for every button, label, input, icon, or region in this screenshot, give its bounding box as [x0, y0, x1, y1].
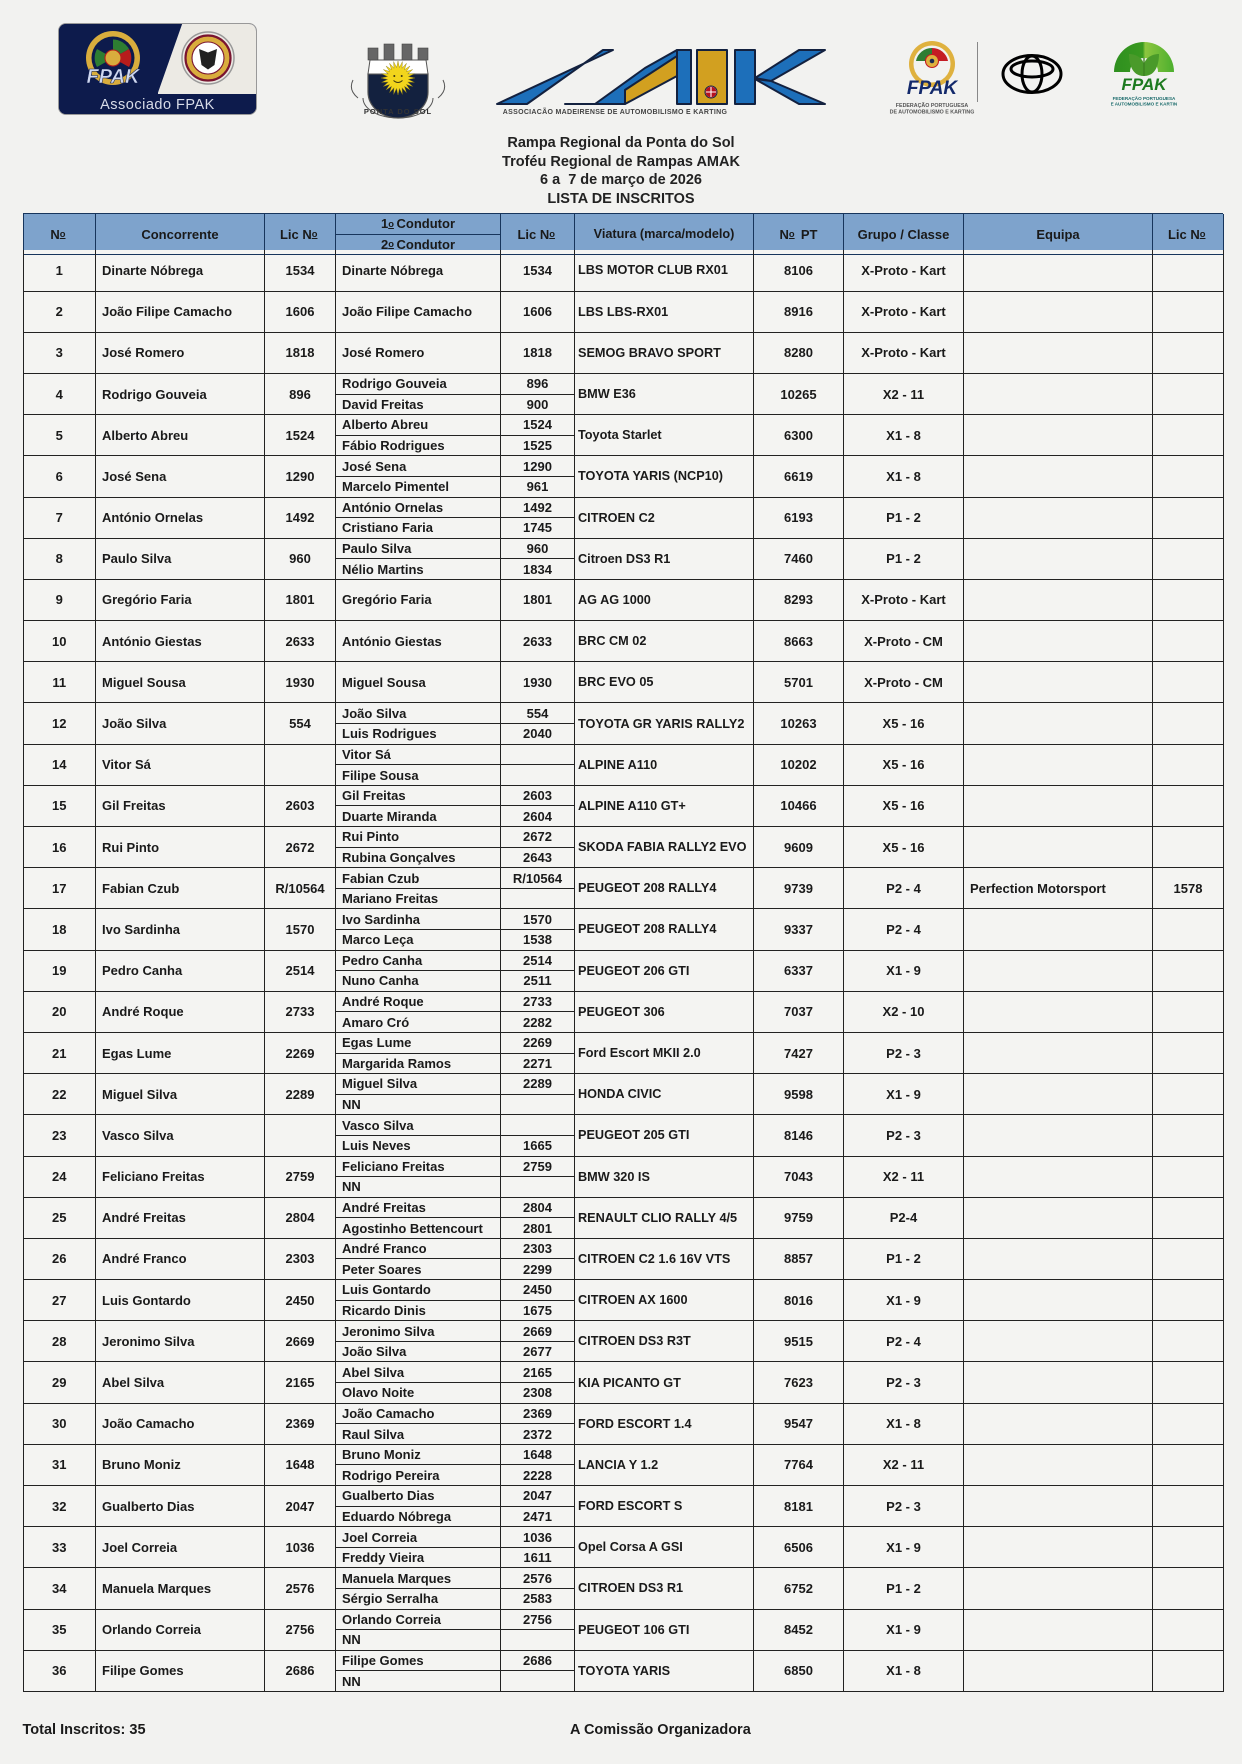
svg-text:FPAK: FPAK [1121, 75, 1168, 94]
svg-text:DE AUTOMOBILISMO E KARTING: DE AUTOMOBILISMO E KARTING [1111, 102, 1177, 107]
svg-text:FPAK: FPAK [87, 66, 142, 88]
svg-text:ASSOCIAÇÃO MADEIRENSE DE AUTOM: ASSOCIAÇÃO MADEIRENSE DE AUTOMOBILISMO E… [503, 107, 728, 114]
svg-text:FEDERAÇÃO PORTUGUESA: FEDERAÇÃO PORTUGUESA [896, 102, 969, 109]
svg-text:PONTA DO SOL: PONTA DO SOL [364, 107, 432, 116]
svg-text:FEDERAÇÃO PORTUGUESA: FEDERAÇÃO PORTUGUESA [1113, 95, 1176, 101]
svg-text:FPAK: FPAK [907, 78, 959, 99]
svg-text:DE AUTOMOBILISMO E KARTING: DE AUTOMOBILISMO E KARTING [890, 110, 975, 116]
